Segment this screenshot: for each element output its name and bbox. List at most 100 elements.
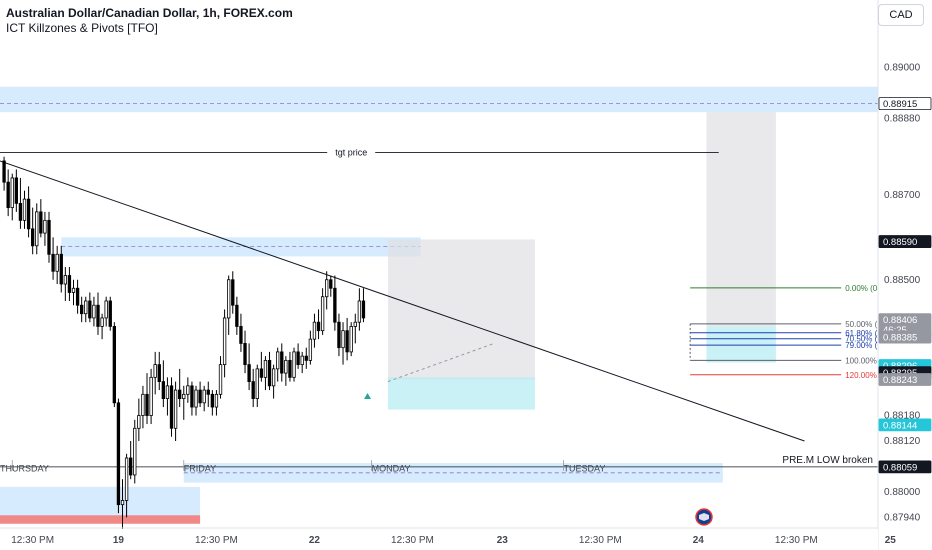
candle-body[interactable]	[173, 389, 178, 429]
candle-body[interactable]	[320, 296, 325, 332]
candle-body[interactable]	[100, 317, 104, 327]
candle-body[interactable]	[267, 359, 272, 387]
candle-body[interactable]	[227, 279, 231, 319]
candle-body[interactable]	[271, 368, 276, 387]
candle-body[interactable]	[6, 181, 10, 209]
candle-body[interactable]	[165, 385, 170, 399]
candle-body[interactable]	[35, 211, 39, 247]
candles-layer[interactable]	[2, 156, 372, 531]
candle-body[interactable]	[243, 343, 247, 366]
candle-body[interactable]	[308, 338, 313, 361]
candle-body[interactable]	[84, 300, 88, 315]
candle-body[interactable]	[357, 300, 362, 323]
candle-body[interactable]	[10, 177, 14, 209]
candle-body[interactable]	[325, 279, 329, 298]
candle-body[interactable]	[39, 211, 43, 234]
candle-body[interactable]	[59, 253, 63, 285]
price-tag-gray[interactable]	[878, 373, 932, 386]
candle-body[interactable]	[276, 351, 280, 370]
candle-body[interactable]	[169, 385, 174, 429]
candle-body[interactable]	[80, 304, 84, 315]
price-tag-outline[interactable]	[878, 97, 932, 111]
candle-body[interactable]	[288, 359, 292, 378]
price-tag-dark[interactable]	[878, 460, 932, 474]
candle-body[interactable]	[2, 160, 6, 183]
candle-body[interactable]	[92, 304, 96, 319]
candle-body[interactable]	[124, 457, 129, 501]
price-tag-gray[interactable]	[878, 330, 932, 344]
trendline[interactable]	[0, 160, 805, 442]
candle-body[interactable]	[141, 393, 145, 416]
indicator-label[interactable]: ICT Killzones & Pivots [TFO]	[6, 21, 158, 35]
candle-body[interactable]	[190, 385, 194, 408]
candle-body[interactable]	[263, 359, 268, 378]
candle-body[interactable]	[329, 279, 333, 289]
candle-body[interactable]	[51, 253, 55, 272]
candle-body[interactable]	[145, 393, 149, 416]
candle-body[interactable]	[304, 355, 308, 361]
candle-body[interactable]	[206, 389, 210, 395]
candle-body[interactable]	[218, 364, 223, 395]
candle-body[interactable]	[259, 368, 264, 378]
candle-body[interactable]	[71, 287, 76, 293]
candle-body[interactable]	[349, 326, 353, 353]
price-tag-dark[interactable]	[878, 235, 932, 248]
trendline[interactable]	[387, 342, 495, 383]
candle-body[interactable]	[129, 457, 133, 476]
candle-body[interactable]	[75, 287, 80, 306]
candle-body[interactable]	[182, 393, 186, 399]
candle-body[interactable]	[108, 300, 112, 327]
candle-body[interactable]	[104, 300, 108, 319]
currency-button[interactable]: CAD	[878, 4, 924, 26]
candle-body[interactable]	[337, 321, 341, 349]
candle-body[interactable]	[26, 198, 31, 230]
candle-body[interactable]	[116, 402, 121, 506]
candle-body[interactable]	[251, 381, 255, 399]
candle-body[interactable]	[235, 304, 239, 327]
candle-body[interactable]	[198, 389, 202, 404]
candle-body[interactable]	[157, 364, 161, 383]
candle-body[interactable]	[210, 393, 215, 408]
time-axis[interactable]: 12:30 PM 19 12:30 PM 22 12:30 PM 23 12:30 PM 24…	[0, 527, 896, 550]
candle-body[interactable]	[247, 364, 251, 383]
candle-body[interactable]	[18, 202, 23, 221]
candle-body[interactable]	[231, 279, 235, 306]
candle-body[interactable]	[55, 253, 59, 272]
candle-body[interactable]	[284, 359, 288, 374]
candle-body[interactable]	[202, 389, 206, 404]
candle-body[interactable]	[153, 364, 157, 378]
candle-body[interactable]	[345, 330, 349, 353]
candle-body[interactable]	[194, 389, 198, 408]
candle-body[interactable]	[255, 368, 259, 399]
candle-body[interactable]	[214, 393, 219, 408]
candle-body[interactable]	[67, 275, 72, 293]
candle-body[interactable]	[292, 351, 296, 378]
candle-body[interactable]	[96, 304, 100, 327]
candle-body[interactable]	[161, 381, 166, 399]
candle-body[interactable]	[341, 330, 345, 349]
candle-body[interactable]	[280, 351, 284, 374]
candle-body[interactable]	[133, 427, 137, 476]
price-axis[interactable]: 0.890000.888800.887000.885000.881800.881…	[877, 0, 932, 550]
candle-body[interactable]	[312, 321, 317, 340]
candle-body[interactable]	[361, 300, 366, 319]
candle-body[interactable]	[186, 385, 190, 395]
candle-body[interactable]	[112, 326, 117, 404]
candle-body[interactable]	[222, 317, 227, 366]
candle-body[interactable]	[300, 355, 304, 366]
candle-body[interactable]	[31, 228, 35, 247]
candle-body[interactable]	[63, 275, 68, 285]
candle-body[interactable]	[43, 219, 47, 234]
flag-icon[interactable]	[695, 508, 713, 526]
candle-body[interactable]	[316, 321, 321, 332]
candle-body[interactable]	[296, 351, 300, 366]
candle-body[interactable]	[22, 198, 27, 221]
candle-body[interactable]	[239, 326, 243, 344]
candle-body[interactable]	[149, 376, 153, 416]
candle-body[interactable]	[137, 415, 141, 429]
candle-body[interactable]	[178, 389, 182, 399]
candle-body[interactable]	[353, 321, 357, 327]
candle-body[interactable]	[88, 300, 92, 319]
candle-body[interactable]	[120, 500, 125, 506]
